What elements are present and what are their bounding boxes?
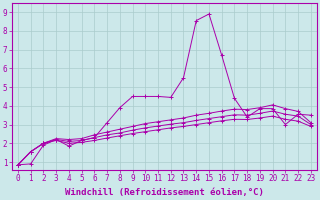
X-axis label: Windchill (Refroidissement éolien,°C): Windchill (Refroidissement éolien,°C) bbox=[65, 188, 264, 197]
